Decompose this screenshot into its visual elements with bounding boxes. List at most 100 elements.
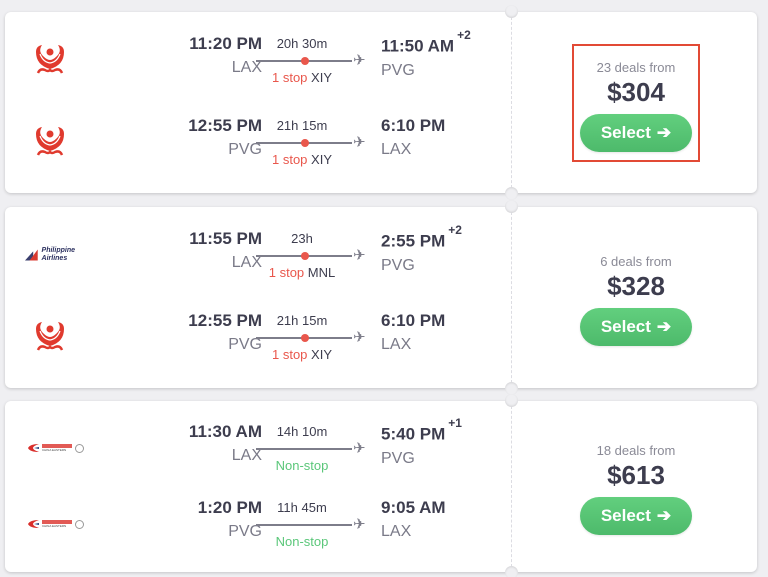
arrival-time: 2:55 PM bbox=[381, 231, 446, 251]
route-info: 20h 30m ✈ 1 stop XIY bbox=[253, 36, 369, 85]
flight-result-card: CHINA EASTERN 11:30 AM LAX 14h 10m ✈ Non… bbox=[5, 394, 757, 577]
inbound-leg: CHINA EASTERN 1:20 PM PVG 11h 45m ✈ Non-… bbox=[5, 498, 505, 568]
flight-duration: 11h 45m bbox=[277, 500, 327, 515]
stop-airport: XIY bbox=[311, 152, 332, 167]
route-info: 21h 15m ✈ 1 stop XIY bbox=[253, 313, 369, 362]
flight-duration: 20h 30m bbox=[276, 36, 328, 51]
arrival-airport: PVG bbox=[381, 256, 415, 274]
route-line: ✈ bbox=[253, 440, 369, 457]
stop-dot bbox=[301, 252, 309, 260]
departure-airport: LAX bbox=[231, 59, 262, 76]
arrival-airport: PVG bbox=[381, 61, 415, 79]
ticket-notch bbox=[505, 566, 518, 577]
select-button[interactable]: Select ➔ bbox=[580, 496, 692, 535]
arrow-right-icon: ➔ bbox=[656, 316, 672, 336]
stops-info: 1 stop MNL bbox=[253, 265, 351, 280]
plane-icon: ✈ bbox=[353, 52, 366, 69]
outbound-leg: CHINA EASTERN 11:30 AM LAX 14h 10m ✈ Non… bbox=[5, 416, 505, 492]
hainan-airlines-logo bbox=[25, 122, 75, 162]
departure: 12:55 PM PVG bbox=[188, 116, 262, 159]
plane-icon: ✈ bbox=[353, 329, 366, 346]
departure-time: 1:20 PM bbox=[197, 498, 262, 517]
arrival: 6:10 PM LAX bbox=[381, 311, 445, 354]
plane-icon: ✈ bbox=[353, 516, 366, 533]
ticket-notch bbox=[505, 382, 518, 395]
flight-duration: 23h bbox=[291, 231, 313, 246]
price-panel: 23 deals from $304 Select ➔ bbox=[515, 12, 757, 193]
flight-result-card: 11:20 PM LAX 20h 30m ✈ 1 stop XIY 11:50 … bbox=[5, 5, 757, 200]
stop-airport: MNL bbox=[307, 265, 336, 280]
stop-dot bbox=[301, 139, 309, 147]
highlighted-price-area: 23 deals from $304 Select ➔ bbox=[572, 43, 700, 162]
stop-dot bbox=[301, 334, 309, 342]
arrival: 11:50 AM+2 PVG bbox=[381, 28, 471, 80]
departure-airport: PVG bbox=[228, 336, 262, 353]
stops-info: 1 stop XIY bbox=[253, 70, 351, 85]
flight-duration: 14h 10m bbox=[276, 424, 328, 439]
plane-icon: ✈ bbox=[353, 440, 366, 457]
arrival-time: 9:05 AM bbox=[381, 498, 446, 517]
stops-info: Non-stop bbox=[253, 458, 351, 473]
arrival-airport: LAX bbox=[381, 141, 412, 158]
departure-airport: LAX bbox=[231, 447, 262, 464]
departure-airport: PVG bbox=[228, 141, 262, 158]
china-eastern-logo: CHINA EASTERN bbox=[27, 428, 97, 468]
price: $328 bbox=[607, 270, 665, 301]
day-offset: +2 bbox=[448, 223, 462, 237]
stops-info: 1 stop XIY bbox=[253, 152, 351, 167]
hainan-airlines-logo bbox=[25, 40, 75, 80]
route-line: ✈ bbox=[253, 52, 369, 69]
arrival: 6:10 PM LAX bbox=[381, 116, 445, 159]
departure: 11:30 AM LAX bbox=[189, 422, 262, 465]
deals-count: 6 deals from bbox=[600, 253, 672, 269]
price-area: 6 deals from $328 Select ➔ bbox=[572, 240, 700, 356]
logo-text-line: Airlines bbox=[41, 255, 68, 262]
stop-count: Non-stop bbox=[275, 458, 329, 473]
price-panel: 18 deals from $613 Select ➔ bbox=[515, 401, 757, 572]
departure-time: 11:20 PM bbox=[189, 34, 262, 53]
route-info: 21h 15m ✈ 1 stop XIY bbox=[253, 118, 369, 167]
price-panel: 6 deals from $328 Select ➔ bbox=[515, 207, 757, 388]
arrow-right-icon: ➔ bbox=[656, 122, 672, 142]
ticket-notch bbox=[505, 200, 518, 213]
card-divider bbox=[511, 207, 512, 388]
price: $613 bbox=[607, 459, 665, 490]
departure: 11:20 PM LAX bbox=[189, 34, 262, 77]
stop-airport: XIY bbox=[311, 347, 332, 362]
ticket-notch bbox=[505, 5, 518, 18]
route-line: ✈ bbox=[253, 247, 369, 264]
plane-icon: ✈ bbox=[353, 134, 366, 151]
hainan-airlines-logo bbox=[25, 317, 75, 357]
departure: 11:55 PM LAX bbox=[189, 229, 262, 272]
stop-dot bbox=[301, 57, 309, 65]
card-divider bbox=[511, 401, 512, 572]
departure-time: 12:55 PM bbox=[188, 311, 262, 330]
departure-time: 11:55 PM bbox=[189, 229, 262, 248]
departure: 12:55 PM PVG bbox=[188, 311, 262, 354]
stop-count: 1 stop bbox=[268, 265, 305, 280]
arrival-time: 6:10 PM bbox=[381, 311, 446, 330]
logo-text: CHINA EASTERN bbox=[42, 447, 67, 452]
stop-count: 1 stop bbox=[271, 347, 308, 362]
arrival-time: 6:10 PM bbox=[381, 116, 446, 135]
arrival: 9:05 AM LAX bbox=[381, 498, 446, 541]
select-button[interactable]: Select ➔ bbox=[580, 113, 692, 152]
route-info: 23h ✈ 1 stop MNL bbox=[253, 231, 369, 280]
select-button[interactable]: Select ➔ bbox=[580, 307, 692, 346]
stop-airport: XIY bbox=[311, 70, 332, 85]
route-info: 11h 45m ✈ Non-stop bbox=[253, 500, 369, 549]
route-info: 14h 10m ✈ Non-stop bbox=[253, 424, 369, 473]
departure-airport: LAX bbox=[231, 254, 262, 271]
deals-count: 23 deals from bbox=[596, 59, 676, 75]
stops-info: Non-stop bbox=[253, 534, 351, 549]
arrival-time: 11:50 AM bbox=[381, 36, 455, 56]
flight-duration: 21h 15m bbox=[276, 313, 328, 328]
arrival-airport: LAX bbox=[381, 336, 412, 353]
departure-airport: PVG bbox=[228, 523, 262, 540]
select-label: Select bbox=[600, 122, 651, 142]
arrival-airport: PVG bbox=[381, 449, 415, 467]
philippine-airlines-logo: Philippine Airlines bbox=[25, 235, 75, 275]
inbound-leg: 12:55 PM PVG 21h 15m ✈ 1 stop XIY 6:10 P… bbox=[5, 311, 505, 381]
day-offset: +2 bbox=[457, 28, 471, 42]
